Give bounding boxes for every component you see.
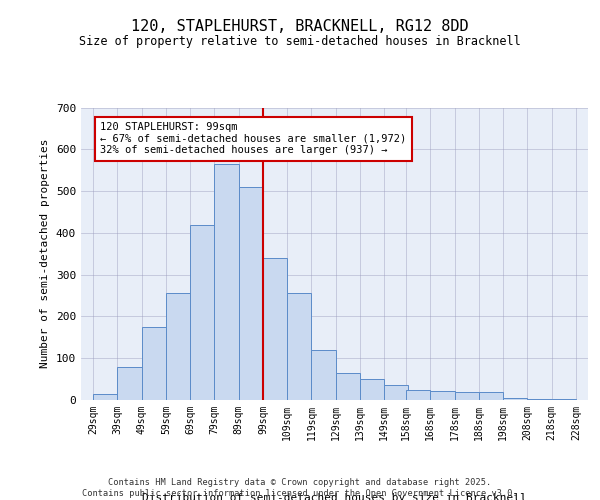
Bar [503, 398, 527, 400]
Text: 120, STAPLEHURST, BRACKNELL, RG12 8DD: 120, STAPLEHURST, BRACKNELL, RG12 8DD [131, 19, 469, 34]
Bar [142, 327, 166, 400]
Bar [527, 399, 551, 400]
Bar [263, 258, 287, 400]
Bar [166, 294, 190, 400]
Bar [384, 386, 409, 400]
Bar [336, 373, 360, 400]
Bar [190, 224, 214, 400]
Text: Size of property relative to semi-detached houses in Bracknell: Size of property relative to semi-detach… [79, 35, 521, 48]
Bar [479, 392, 503, 400]
Bar [93, 394, 118, 400]
Bar [311, 350, 336, 400]
Text: Contains HM Land Registry data © Crown copyright and database right 2025.
Contai: Contains HM Land Registry data © Crown c… [82, 478, 518, 498]
Bar [406, 390, 430, 400]
Text: 120 STAPLEHURST: 99sqm
← 67% of semi-detached houses are smaller (1,972)
32% of : 120 STAPLEHURST: 99sqm ← 67% of semi-det… [100, 122, 407, 156]
Bar [551, 399, 576, 400]
Bar [360, 379, 384, 400]
Bar [214, 164, 239, 400]
Bar [455, 392, 479, 400]
Y-axis label: Number of semi-detached properties: Number of semi-detached properties [40, 139, 50, 368]
X-axis label: Distribution of semi-detached houses by size in Bracknell: Distribution of semi-detached houses by … [142, 493, 527, 500]
Bar [430, 391, 455, 400]
Bar [118, 366, 142, 400]
Bar [239, 187, 263, 400]
Bar [287, 294, 311, 400]
